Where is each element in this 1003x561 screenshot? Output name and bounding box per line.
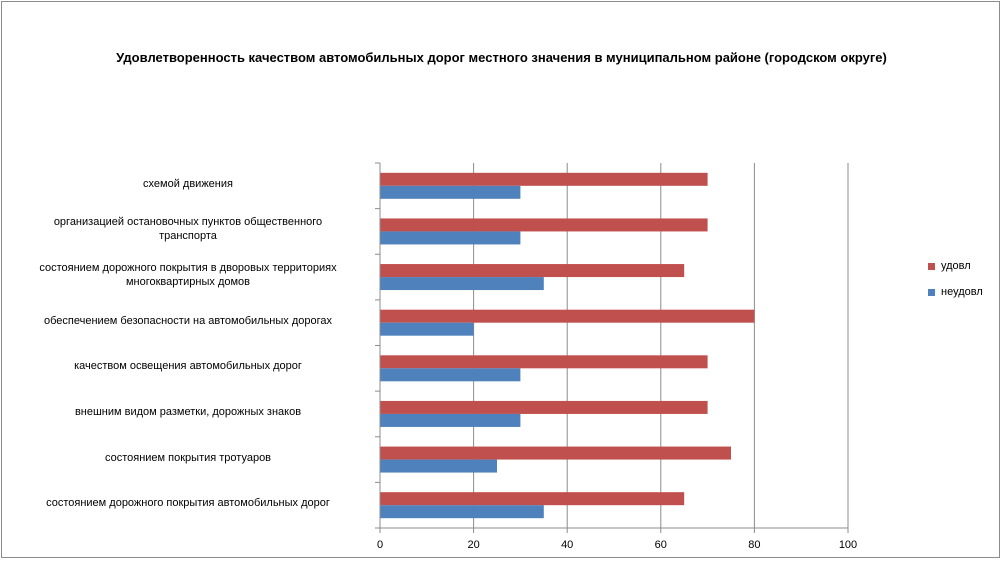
- category-label: обеспечением безопасности на автомобильн…: [8, 314, 368, 328]
- category-label: состоянием покрытия тротуаров: [8, 451, 368, 465]
- bar-satisfied: [380, 309, 755, 323]
- category-label: состоянием дорожного покрытия в дворовых…: [8, 261, 368, 289]
- bar-satisfied: [380, 492, 685, 506]
- category-label-line: схемой движения: [143, 177, 233, 190]
- category-label-line: качеством освещения автомобильных дорог: [74, 360, 302, 373]
- chart-title: Удовлетворенность качеством автомобильны…: [116, 50, 887, 65]
- bar-unsatisfied: [380, 185, 521, 199]
- bar-satisfied: [380, 355, 708, 369]
- x-tick-label: 100: [839, 539, 857, 551]
- bar-unsatisfied: [380, 459, 497, 473]
- category-label: организацией остановочных пунктов общест…: [8, 215, 368, 243]
- x-tick-label: 40: [561, 539, 573, 551]
- category-label-line: многоквартирных домов: [125, 276, 251, 289]
- bar-unsatisfied: [380, 368, 521, 382]
- category-label-line: состоянием дорожного покрытия в дворовых…: [39, 262, 337, 275]
- x-tick-label: 20: [467, 539, 479, 551]
- category-label-line: состоянием дорожного покрытия автомобиль…: [46, 497, 330, 510]
- x-tick-label: 0: [377, 539, 383, 551]
- bar-satisfied: [380, 446, 731, 460]
- bar-unsatisfied: [380, 277, 544, 291]
- category-label: внешним видом разметки, дорожных знаков: [8, 405, 368, 419]
- category-label: качеством освещения автомобильных дорог: [8, 359, 368, 373]
- x-tick-label: 60: [655, 539, 667, 551]
- legend-swatch: [928, 262, 935, 270]
- legend: удовл неудовл: [928, 259, 983, 311]
- bar-satisfied: [380, 172, 708, 186]
- category-label-line: состоянием покрытия тротуаров: [104, 451, 272, 464]
- category-label-line: транспорта: [159, 230, 217, 243]
- legend-label: удовл: [941, 260, 971, 272]
- category-label: схемой движения: [8, 177, 368, 191]
- legend-item: удовл: [928, 259, 983, 273]
- category-label: состоянием дорожного покрытия автомобиль…: [8, 496, 368, 510]
- bar-unsatisfied: [380, 505, 544, 519]
- bar-satisfied: [380, 264, 685, 278]
- bar-unsatisfied: [380, 413, 521, 427]
- bar-satisfied: [380, 400, 708, 414]
- category-label-line: обеспечением безопасности на автомобильн…: [44, 314, 332, 327]
- x-tick-label: 80: [748, 539, 760, 551]
- bar-unsatisfied: [380, 231, 521, 245]
- legend-item: неудовл: [928, 285, 983, 299]
- legend-label: неудовл: [941, 286, 983, 298]
- bar-satisfied: [380, 218, 708, 232]
- legend-swatch: [928, 288, 935, 296]
- bar-unsatisfied: [380, 322, 474, 336]
- category-label-line: внешним видом разметки, дорожных знаков: [74, 405, 302, 418]
- category-label-line: организацией остановочных пунктов общест…: [53, 216, 323, 229]
